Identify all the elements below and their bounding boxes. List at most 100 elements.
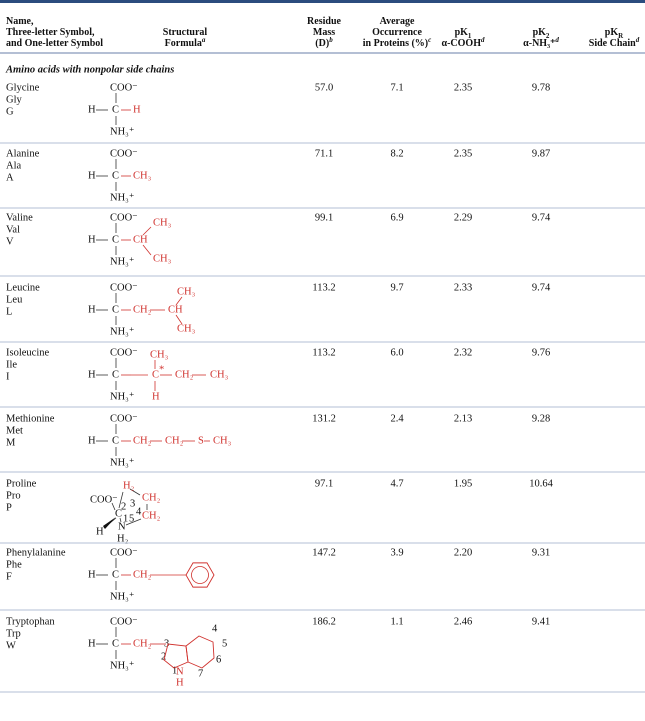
- formula-part: H: [88, 369, 96, 380]
- header-text: Structural: [163, 27, 208, 38]
- formula-part: H: [133, 104, 141, 115]
- wedge-bond: [103, 517, 116, 529]
- header-line: (D): [315, 38, 329, 49]
- formula-part: CH₂: [133, 304, 152, 315]
- benzene-ring: [185, 562, 215, 588]
- formula-part: NH₃⁺: [110, 126, 135, 137]
- header-note: d: [636, 36, 640, 44]
- formula-part: 4: [212, 623, 218, 634]
- cell-pk2: 9.41: [532, 616, 550, 627]
- header-text: and One-letter Symbol: [6, 38, 103, 49]
- formula-part: NH₃⁺: [110, 192, 135, 203]
- formula-part: CH: [133, 234, 148, 245]
- amino-name: Proline: [6, 478, 37, 489]
- amino-name: Valine: [6, 212, 33, 223]
- cell-pk1: 2.29: [454, 212, 472, 223]
- header-line: Formula: [165, 38, 202, 49]
- formula-part: C: [112, 234, 119, 245]
- cell-pk2: 9.74: [532, 282, 551, 293]
- cell-occurrence: 6.9: [390, 212, 403, 223]
- formula-part: COO⁻: [110, 347, 138, 358]
- bond: [175, 314, 183, 325]
- header-text: α-NH₃⁺d: [523, 36, 559, 50]
- header-subscript: 1: [468, 32, 472, 40]
- formula-part: 2: [121, 501, 126, 512]
- amino-three: Phe: [6, 559, 22, 570]
- amino-three: Gly: [6, 94, 23, 105]
- formula-part: CH₃: [210, 369, 229, 380]
- cell-pk1: 2.46: [454, 616, 472, 627]
- header-subscript: 2: [546, 32, 550, 40]
- header-line: pK: [455, 27, 469, 38]
- header-line: pK: [605, 27, 619, 38]
- formula-part: CH₂: [133, 638, 152, 649]
- formula-part: COO⁻: [110, 547, 138, 558]
- cell-pk1: 2.32: [454, 347, 472, 358]
- formula-part: COO⁻: [110, 148, 138, 159]
- cell-mass: 113.2: [312, 347, 335, 358]
- header-subscript: R: [618, 32, 624, 40]
- bond: [142, 226, 152, 236]
- structural-formula: COO⁻ H C NH₃⁺ CH₂ CH₂ S CH₃: [88, 413, 232, 468]
- cell-pk1: 2.20: [454, 547, 472, 558]
- amino-name: Tryptophan: [6, 616, 55, 627]
- cell-occurrence: 7.1: [390, 82, 403, 93]
- header-line: in Proteins (%): [363, 38, 428, 49]
- cell-occurrence: 2.4: [390, 413, 404, 424]
- structural-formula: COO⁻ CN H H₂ H₂ CH₂ CH₂ 12 345: [90, 480, 161, 544]
- cell-pk1: 1.95: [454, 478, 472, 489]
- cell-mass: 71.1: [315, 148, 333, 159]
- formula-part: COO⁻: [110, 82, 138, 93]
- header-note: d: [555, 36, 559, 44]
- structural-formula: COO⁻ H C NH₃⁺ CH₂: [88, 547, 215, 602]
- formula-part: 5: [129, 513, 134, 524]
- formula-part: 6: [216, 654, 221, 665]
- header-line: Occurrence: [372, 27, 422, 38]
- formula-part: CH₃: [153, 217, 172, 228]
- cell-mass: 99.1: [315, 212, 333, 223]
- amino-three: Pro: [6, 490, 21, 501]
- bond: [125, 518, 142, 526]
- cell-pk2: 9.87: [532, 148, 550, 159]
- header-text: Occurrence: [372, 27, 422, 38]
- benzene-ring: [185, 635, 215, 669]
- formula-part: NH₃⁺: [110, 457, 135, 468]
- formula-part: H: [96, 526, 104, 537]
- cell-pk2: 10.64: [529, 478, 553, 489]
- header-line: α-NH₃⁺: [523, 38, 555, 49]
- header-text: Name,: [6, 16, 34, 27]
- header-text: α-COOHd: [442, 36, 485, 50]
- header-text: Mass: [313, 27, 335, 38]
- formula-part: CH₂: [133, 569, 152, 580]
- formula-part: C: [112, 638, 119, 649]
- structural-formula: COO⁻ H C NH₃⁺ CH₃: [88, 148, 152, 203]
- amino-one: W: [6, 640, 16, 651]
- formula-part: 4: [136, 506, 142, 517]
- formula-part: 1: [172, 665, 177, 676]
- amino-three: Val: [6, 224, 20, 235]
- header-line: Three-letter Symbol,: [6, 27, 95, 38]
- amino-name: Alanine: [6, 148, 40, 159]
- formula-part: H: [88, 435, 96, 446]
- formula-part: CH₂: [142, 510, 161, 521]
- formula-part: C: [112, 569, 119, 580]
- bond: [142, 244, 152, 256]
- cell-pk1: 2.35: [454, 148, 472, 159]
- cell-occurrence: 8.2: [390, 148, 403, 159]
- header-text: pK2: [533, 27, 550, 39]
- bond: [119, 517, 122, 523]
- formula-part: H: [176, 677, 184, 688]
- formula-part: C: [112, 369, 119, 380]
- formula-part: 7: [198, 668, 203, 679]
- formula-part: H: [88, 170, 96, 181]
- amino-three: Leu: [6, 294, 23, 305]
- top-rule: [0, 0, 645, 3]
- cell-pk2: 9.31: [532, 547, 550, 558]
- amino-name: Methionine: [6, 413, 55, 424]
- header-text: in Proteins (%)c: [363, 36, 431, 50]
- formula-part: CH₃: [213, 435, 232, 446]
- formula-part: 2: [161, 651, 166, 662]
- formula-part: COO⁻: [110, 616, 138, 627]
- cell-pk1: 2.33: [454, 282, 472, 293]
